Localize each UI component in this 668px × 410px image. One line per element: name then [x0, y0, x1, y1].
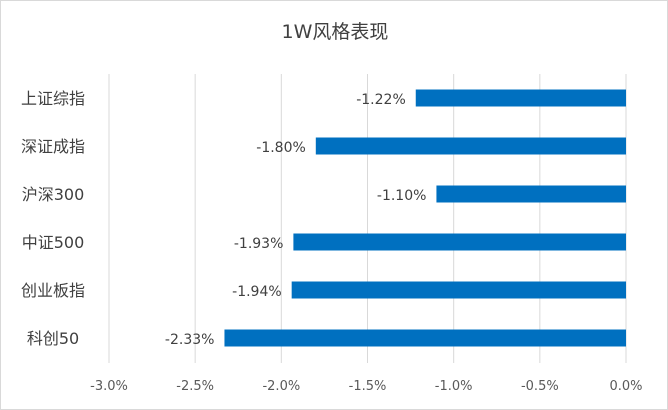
x-tick-label: -0.5%	[521, 379, 559, 394]
x-tick-label: -3.0%	[90, 379, 128, 394]
bar	[291, 281, 626, 299]
data-label: -2.33%	[165, 332, 215, 348]
data-label: -1.94%	[232, 284, 282, 300]
category-label: 上证综指	[21, 89, 85, 108]
chart-title: 1W风格表现	[281, 21, 389, 43]
bar	[293, 233, 626, 251]
bar	[224, 329, 627, 347]
category-label: 沪深300	[22, 185, 85, 204]
x-tick-label: -1.0%	[435, 379, 473, 394]
category-label: 深证成指	[21, 137, 85, 156]
bar	[415, 89, 626, 107]
x-tick-label: -1.5%	[349, 379, 387, 394]
x-tick-label: -2.0%	[262, 379, 300, 394]
x-tick-label: -2.5%	[176, 379, 214, 394]
category-label: 科创50	[27, 329, 79, 348]
category-label: 创业板指	[21, 281, 85, 300]
category-label: 中证500	[22, 233, 85, 252]
data-label: -1.10%	[377, 188, 427, 204]
data-label: -1.22%	[356, 92, 406, 108]
data-label: -1.80%	[256, 140, 306, 156]
data-label: -1.93%	[234, 236, 284, 252]
bar	[315, 137, 626, 155]
x-tick-label: 0.0%	[609, 379, 642, 394]
bar	[436, 185, 626, 203]
